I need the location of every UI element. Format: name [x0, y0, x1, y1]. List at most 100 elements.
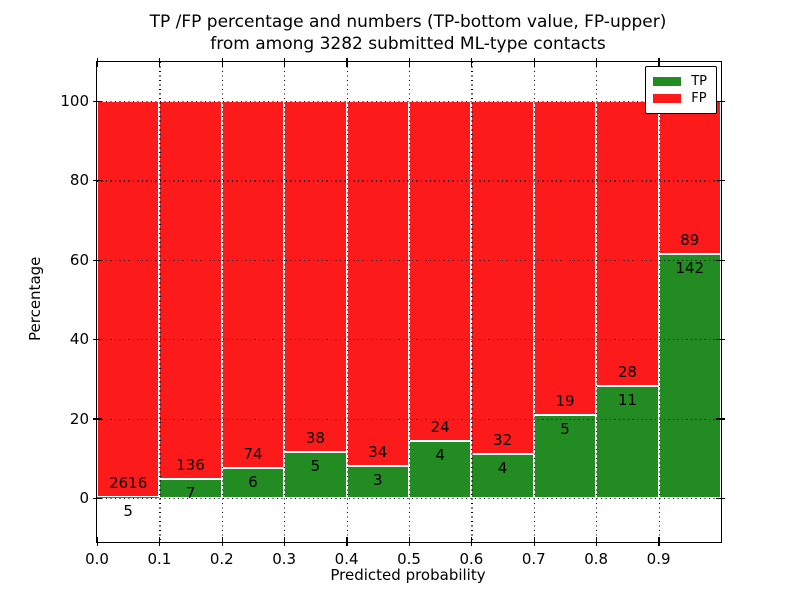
y-tick-mark [93, 338, 102, 341]
bar-fp-segment [409, 101, 472, 442]
bar-fp-segment [471, 101, 534, 454]
tp-count-label: 5 [560, 420, 570, 439]
tp-legend-swatch [653, 77, 682, 86]
x-tick-mark [533, 537, 535, 546]
x-gridline [533, 62, 535, 542]
bar-tp-segment [658, 253, 721, 498]
x-tick-mark [595, 537, 598, 546]
y-tick-label: 80 [69, 171, 89, 190]
x-tick-mark [221, 537, 223, 546]
y-tick-label: 40 [69, 330, 89, 349]
x-axis-label: Predicted probability [330, 566, 486, 584]
fp-count-label: 2616 [109, 474, 148, 493]
y-tick-mark [716, 100, 725, 103]
x-tick-mark [96, 537, 99, 546]
bar-fp-segment [159, 101, 222, 479]
bar-fp-segment [346, 101, 409, 466]
x-tick-mark [658, 537, 660, 546]
x-tick-mark [96, 58, 99, 67]
y-tick-label: 60 [69, 250, 89, 269]
x-tick-label: 0.0 [85, 550, 109, 568]
y-tick-mark [93, 180, 102, 182]
tp-count-label: 3 [373, 470, 383, 489]
fp-count-label: 24 [430, 418, 450, 437]
x-tick-mark [471, 58, 473, 67]
x-tick-mark [283, 537, 286, 546]
x-tick-label: 0.4 [334, 550, 359, 568]
x-gridline [221, 62, 223, 542]
fp-count-label: 34 [368, 442, 388, 461]
bar-tp-segment [284, 451, 347, 498]
chart-title-line2: from among 3282 submitted ML-type contac… [210, 34, 606, 54]
y-axis-label: Percentage [26, 256, 44, 341]
x-gridline [346, 62, 348, 542]
x-tick-mark [346, 537, 348, 546]
tp-count-label: 4 [497, 458, 508, 477]
y-tick-mark [93, 497, 102, 500]
tp-count-label: 11 [617, 391, 637, 410]
x-tick-mark [533, 58, 535, 67]
x-tick-label: 0.1 [147, 550, 172, 568]
fp-count-label: 38 [305, 428, 325, 447]
legend: TP FP [645, 66, 717, 114]
tp-count-label: 4 [435, 446, 445, 465]
bar-fp-segment [97, 101, 160, 498]
bar-fp-segment [221, 101, 285, 469]
x-tick-mark [283, 58, 286, 67]
x-tick-mark [159, 537, 161, 546]
x-tick-label: 0.8 [584, 550, 609, 568]
fp-count-label: 19 [555, 392, 575, 411]
tp-count-label: 5 [123, 502, 133, 521]
x-gridline [409, 62, 411, 542]
x-tick-label: 0.3 [272, 550, 297, 568]
y-tick-mark [716, 497, 725, 500]
fp-count-label: 28 [617, 363, 637, 382]
fp-count-label: 89 [680, 230, 700, 249]
y-tick-mark [93, 100, 102, 103]
x-tick-mark [408, 58, 411, 67]
bar-fp-segment [284, 101, 347, 452]
legend-item-fp: FP [653, 91, 707, 106]
fp-count-label: 32 [493, 430, 513, 449]
x-gridline [658, 62, 660, 542]
fp-count-label: 74 [243, 445, 263, 464]
x-gridline [159, 62, 161, 542]
plot-area: TP FP 2616 5 136 7 74 6 38 5 34 3 24 4 32 4 19 5 28 11 89 1… [60, 58, 725, 568]
y-tick-label: 100 [60, 92, 89, 110]
x-tick-label: 0.2 [209, 550, 234, 568]
y-tick-mark [716, 338, 725, 341]
fp-legend-label: FP [691, 91, 707, 106]
bar-fp-segment [533, 101, 597, 416]
x-tick-mark [221, 58, 223, 67]
chart-title-line1: TP /FP percentage and numbers (TP-bottom… [149, 12, 667, 32]
bar-tp-segment [533, 415, 597, 498]
bar-tp-segment [97, 497, 160, 498]
x-tick-mark [658, 58, 660, 67]
x-tick-label: 0.5 [397, 550, 421, 568]
x-tick-mark [408, 537, 411, 546]
x-gridline [596, 62, 598, 542]
x-tick-mark [159, 58, 161, 67]
y-tick-mark [93, 259, 102, 261]
x-tick-label: 0.7 [521, 550, 546, 568]
tp-count-label: 6 [248, 473, 258, 492]
y-tick-mark [716, 259, 725, 261]
x-tick-label: 0.6 [459, 550, 484, 568]
y-tick-mark [93, 418, 102, 420]
tp-count-label: 142 [675, 258, 705, 277]
tp-legend-label: TP [691, 74, 707, 89]
legend-item-tp: TP [653, 74, 707, 89]
x-tick-mark [595, 58, 598, 67]
x-tick-mark [471, 537, 473, 546]
y-tick-mark [716, 418, 725, 420]
x-tick-mark [346, 58, 348, 67]
tp-count-label: 5 [310, 456, 321, 475]
bar-tp-segment [221, 468, 285, 498]
y-tick-label: 0 [79, 489, 89, 507]
x-tick-label: 0.9 [646, 550, 671, 568]
fp-count-label: 136 [176, 455, 205, 474]
y-tick-mark [716, 180, 725, 182]
x-gridline [471, 62, 473, 542]
chart-title: TP /FP percentage and numbers (TP-bottom… [96, 11, 720, 55]
